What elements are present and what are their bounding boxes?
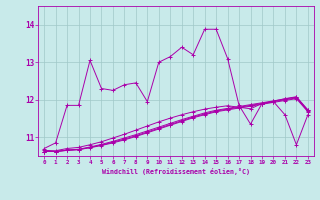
X-axis label: Windchill (Refroidissement éolien,°C): Windchill (Refroidissement éolien,°C) bbox=[102, 168, 250, 175]
